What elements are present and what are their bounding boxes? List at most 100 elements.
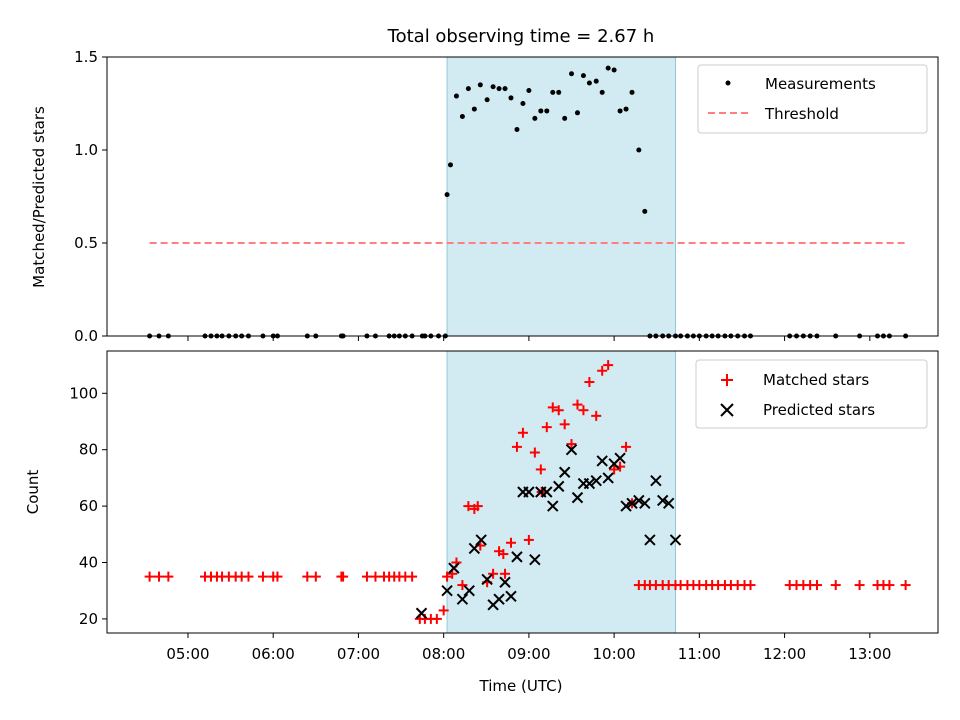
- bottom-window-band: [446, 350, 676, 634]
- predicted-star-point: [415, 607, 428, 619]
- predicted-star-point: [441, 584, 453, 597]
- predicted-star-point: [541, 486, 553, 498]
- predicted-star-point: [481, 573, 493, 586]
- top-y-axis-label: Matched/Predicted stars: [30, 106, 48, 288]
- measurement-point: [556, 89, 562, 95]
- matched-star-point: [535, 464, 546, 475]
- predicted-star-point: [558, 466, 571, 478]
- matched-star-point: [302, 571, 313, 582]
- predicted-star-point: [448, 562, 460, 574]
- measurement-point: [574, 110, 580, 116]
- x-tick-label: 10:00: [593, 645, 636, 663]
- measurement-point: [444, 192, 450, 198]
- predicted-star-points: [415, 443, 682, 619]
- y-tick-label: 0.5: [74, 234, 98, 252]
- matched-star-point: [603, 360, 614, 371]
- measurement-point: [550, 89, 556, 95]
- matched-star-point: [153, 571, 164, 582]
- top-axes-frame: [106, 56, 939, 337]
- measurement-point: [465, 86, 471, 92]
- measurement-point: [580, 73, 586, 79]
- predicted-star-point: [662, 497, 675, 509]
- measurement-point: [496, 86, 502, 92]
- x-tick-label: 08:00: [422, 645, 465, 663]
- measurement-point: [471, 106, 477, 112]
- top-window-band: [446, 56, 676, 337]
- y-tick-label: 40: [79, 554, 98, 572]
- legend-predicted-marker: [720, 403, 734, 417]
- predicted-star-point: [456, 593, 469, 605]
- predicted-star-point: [493, 593, 505, 605]
- matched-star-point: [431, 613, 442, 624]
- measurement-point: [447, 162, 453, 168]
- matched-star-points: [144, 360, 911, 624]
- predicted-star-point: [463, 584, 475, 597]
- bottom-y-ticks: 20 40 60 80 100: [69, 384, 107, 628]
- measurement-point: [520, 101, 526, 106]
- x-tick-label: 06:00: [252, 645, 295, 663]
- measurement-point: [453, 93, 459, 99]
- y-tick-label: 1.0: [74, 141, 98, 159]
- matched-star-point: [541, 422, 552, 433]
- matched-star-point: [361, 571, 372, 582]
- matched-star-point: [900, 580, 911, 591]
- bottom-axes-frame: [106, 350, 939, 634]
- predicted-star-point: [511, 551, 523, 563]
- matched-star-point: [523, 534, 534, 545]
- y-tick-label: 20: [79, 610, 98, 628]
- matched-star-point: [584, 377, 595, 388]
- measurement-point: [538, 108, 544, 114]
- x-tick-label: 05:00: [166, 645, 209, 663]
- matched-star-point: [811, 580, 822, 591]
- predicted-star-point: [669, 534, 682, 546]
- predicted-star-point: [505, 590, 517, 603]
- measurement-point: [532, 115, 538, 121]
- matched-star-point: [144, 571, 155, 582]
- predicted-star-point: [614, 452, 626, 464]
- matched-star-point: [745, 580, 756, 591]
- bottom-y-axis-label: Count: [24, 470, 42, 515]
- predicted-star-point: [644, 534, 656, 546]
- chart-title: Total observing time = 2.67 h: [387, 26, 655, 47]
- matched-star-point: [472, 501, 483, 512]
- measurement-point: [526, 87, 532, 93]
- matched-star-point: [310, 571, 321, 582]
- x-tick-label: 07:00: [337, 645, 380, 663]
- predicted-star-point: [656, 494, 669, 507]
- matched-star-point: [547, 402, 558, 413]
- legend-measurements-label: Measurements: [765, 75, 876, 93]
- matched-star-point: [338, 571, 349, 582]
- predicted-star-point: [529, 553, 541, 566]
- measurement-point: [593, 78, 599, 84]
- x-tick-label: 11:00: [678, 645, 721, 663]
- measurement-point: [544, 108, 550, 114]
- top-x-ticks: [187, 336, 871, 341]
- matched-star-point: [498, 549, 509, 560]
- matched-star-point: [597, 365, 608, 376]
- matched-star-point: [559, 419, 570, 430]
- measurement-point: [611, 67, 617, 73]
- x-tick-label: 12:00: [763, 645, 806, 663]
- matched-star-point: [370, 571, 381, 582]
- matched-star-point: [854, 580, 865, 591]
- measurement-point: [586, 80, 592, 86]
- predicted-star-point: [475, 534, 487, 546]
- y-tick-label: 80: [79, 441, 98, 459]
- matched-star-point: [500, 568, 511, 579]
- matched-star-point: [529, 447, 540, 458]
- matched-star-point: [830, 580, 841, 591]
- measurement-point: [477, 82, 483, 88]
- predicted-star-point: [499, 576, 511, 588]
- predicted-star-point: [633, 494, 645, 507]
- matched-star-point: [578, 405, 589, 416]
- predicted-star-point: [620, 500, 632, 512]
- legend-matched-label: Matched stars: [763, 371, 869, 389]
- matched-star-point: [517, 427, 528, 438]
- predicted-star-point: [523, 486, 535, 498]
- bottom-x-ticks: 05:00 06:00 07:00 08:00 09:00 10:00 11:00 12:00…: [166, 633, 891, 663]
- measurement-point: [459, 114, 465, 120]
- measurement-point: [599, 89, 605, 95]
- predicted-star-point: [547, 500, 559, 512]
- matched-star-point: [442, 571, 453, 582]
- measurement-point: [617, 108, 623, 114]
